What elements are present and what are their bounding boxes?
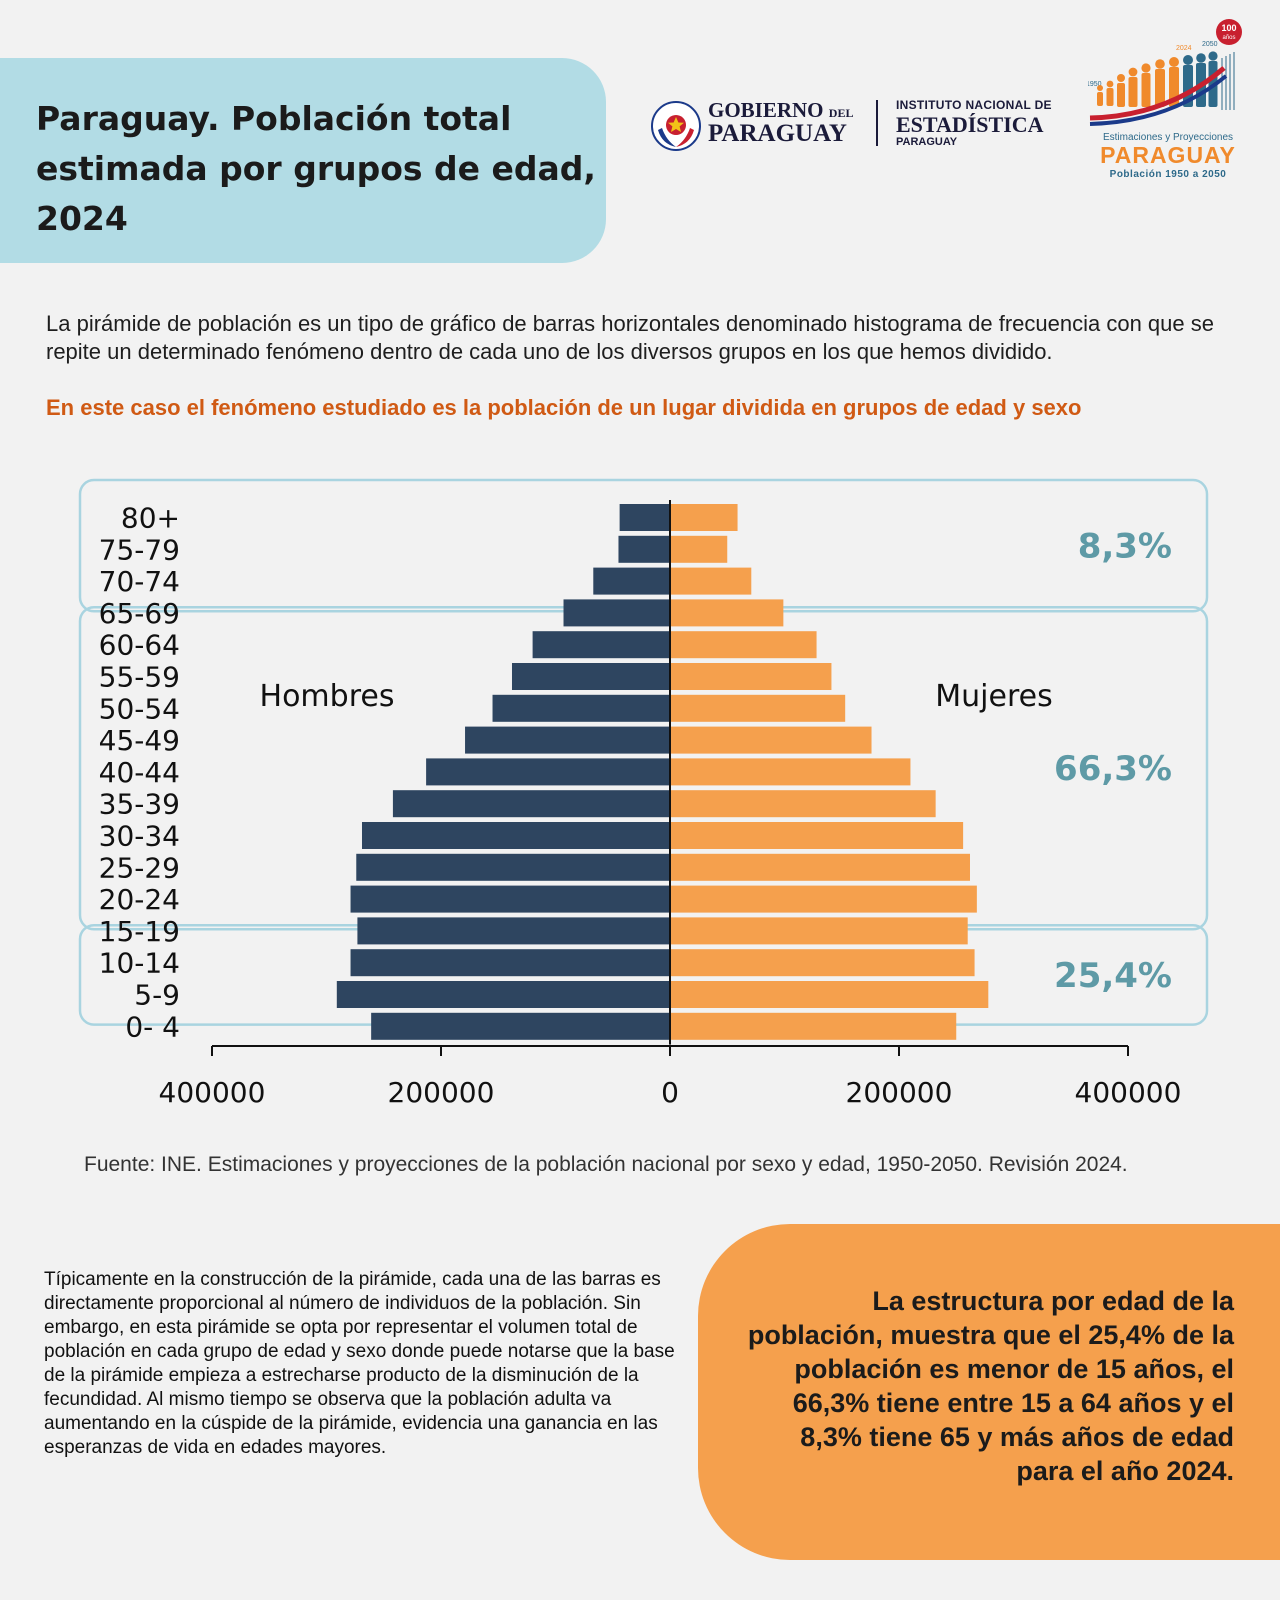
group-share-label: 66,3% bbox=[1054, 749, 1172, 789]
women-bar bbox=[670, 822, 964, 849]
age-label: 50-54 bbox=[99, 692, 180, 725]
women-bar bbox=[670, 504, 738, 531]
page-title: Paraguay. Población total estimada por g… bbox=[36, 99, 596, 238]
men-bar bbox=[371, 1012, 670, 1040]
x-tick-label: 400000 bbox=[1075, 1076, 1182, 1109]
men-bar bbox=[511, 663, 670, 690]
year-2024: 2024 bbox=[1176, 45, 1192, 52]
projections-range: Población 1950 a 2050 bbox=[1109, 169, 1227, 180]
women-bar bbox=[670, 790, 936, 818]
men-bar bbox=[593, 567, 670, 595]
women-bar bbox=[670, 758, 911, 786]
men-bar bbox=[392, 790, 670, 818]
age-label: 75-79 bbox=[99, 533, 180, 566]
women-bar bbox=[670, 663, 832, 690]
age-label: 0- 4 bbox=[125, 1010, 180, 1043]
x-tick-label: 200000 bbox=[388, 1076, 495, 1109]
projections-subtitle: Estimaciones y Proyecciones bbox=[1102, 132, 1234, 143]
women-bar bbox=[670, 631, 817, 659]
badge-anos: años bbox=[1222, 35, 1235, 41]
women-bar bbox=[670, 917, 968, 945]
women-bar bbox=[670, 599, 784, 627]
age-label: 15-19 bbox=[99, 915, 180, 948]
age-label: 55-59 bbox=[99, 661, 180, 694]
summary-text: La estructura por edad de la población, … bbox=[747, 1286, 1234, 1486]
women-bar bbox=[670, 949, 975, 977]
men-bar bbox=[336, 981, 670, 1008]
projections-title: PARAGUAY bbox=[1100, 142, 1236, 168]
badge-100: 100 bbox=[1221, 23, 1236, 33]
men-bar bbox=[357, 917, 670, 945]
age-label: 65-69 bbox=[99, 597, 180, 630]
men-bar bbox=[356, 853, 670, 881]
women-bar bbox=[670, 853, 970, 881]
government-logo: GOBIERNO DEL PARAGUAY INSTITUTO NACIONAL… bbox=[650, 96, 1070, 156]
projections-logo: 100 años 1950 2024 2050 Estimaciones y P… bbox=[1088, 18, 1248, 188]
women-bar bbox=[670, 694, 846, 722]
summary-panel: La estructura por edad de la población, … bbox=[698, 1224, 1280, 1560]
men-bar bbox=[361, 822, 670, 849]
projections-people-icon: 100 años 1950 2024 2050 bbox=[1088, 19, 1242, 126]
ine-name-main: ESTADÍSTICA bbox=[896, 112, 1044, 137]
women-bar bbox=[670, 885, 977, 913]
intro-highlight: En este caso el fenómeno estudiado es la… bbox=[46, 395, 1082, 420]
age-label: 40-44 bbox=[99, 756, 180, 789]
women-series-label: Mujeres bbox=[935, 679, 1052, 714]
men-bar bbox=[619, 504, 670, 531]
population-pyramid-chart: 8,3% 66,3% 25,4% 80+75-7970-7465-6960-6455-… bbox=[78, 478, 1209, 1109]
women-bar bbox=[670, 1012, 957, 1040]
age-label: 10-14 bbox=[99, 947, 180, 980]
title-panel: Paraguay. Población total estimada por g… bbox=[0, 58, 606, 263]
logo-divider bbox=[876, 100, 878, 146]
men-bar bbox=[563, 599, 670, 627]
men-bar bbox=[532, 631, 670, 659]
ine-name-top: INSTITUTO NACIONAL DE bbox=[896, 98, 1052, 112]
intro-paragraph: La pirámide de población es un tipo de g… bbox=[46, 311, 1214, 364]
year-2050: 2050 bbox=[1202, 41, 1218, 48]
men-bar bbox=[465, 726, 670, 754]
age-label: 60-64 bbox=[99, 629, 180, 662]
age-label: 30-34 bbox=[99, 820, 180, 853]
men-bar bbox=[492, 694, 670, 722]
group-share-label: 8,3% bbox=[1078, 527, 1172, 567]
ine-name-country: PARAGUAY bbox=[896, 136, 958, 148]
gov-name-top: GOBIERNO DEL bbox=[708, 98, 854, 122]
group-share-label: 25,4% bbox=[1054, 956, 1172, 996]
women-bar bbox=[670, 981, 989, 1008]
age-label: 5-9 bbox=[134, 979, 180, 1012]
x-tick-label: 200000 bbox=[846, 1076, 953, 1109]
age-label: 70-74 bbox=[99, 565, 180, 598]
age-label: 25-29 bbox=[99, 851, 180, 884]
men-bar bbox=[618, 535, 670, 563]
men-bar bbox=[350, 885, 670, 913]
women-bar bbox=[670, 567, 752, 595]
year-1950: 1950 bbox=[1088, 81, 1102, 88]
x-tick-label: 400000 bbox=[159, 1076, 266, 1109]
age-label: 35-39 bbox=[99, 788, 180, 821]
men-bar bbox=[426, 758, 670, 786]
paraguay-seal-icon bbox=[651, 101, 701, 151]
age-label: 45-49 bbox=[99, 724, 180, 757]
men-series-label: Hombres bbox=[260, 679, 395, 714]
age-label: 80+ bbox=[121, 502, 180, 535]
x-tick-label: 0 bbox=[661, 1076, 679, 1109]
explanation-note: Típicamente en la construcción de la pir… bbox=[44, 1269, 675, 1458]
gov-name-bottom: PARAGUAY bbox=[708, 120, 847, 147]
source-note: Fuente: INE. Estimaciones y proyecciones… bbox=[84, 1153, 1128, 1176]
women-bar bbox=[670, 535, 728, 563]
men-bar bbox=[350, 949, 670, 977]
age-label: 20-24 bbox=[99, 883, 180, 916]
women-bar bbox=[670, 726, 872, 754]
